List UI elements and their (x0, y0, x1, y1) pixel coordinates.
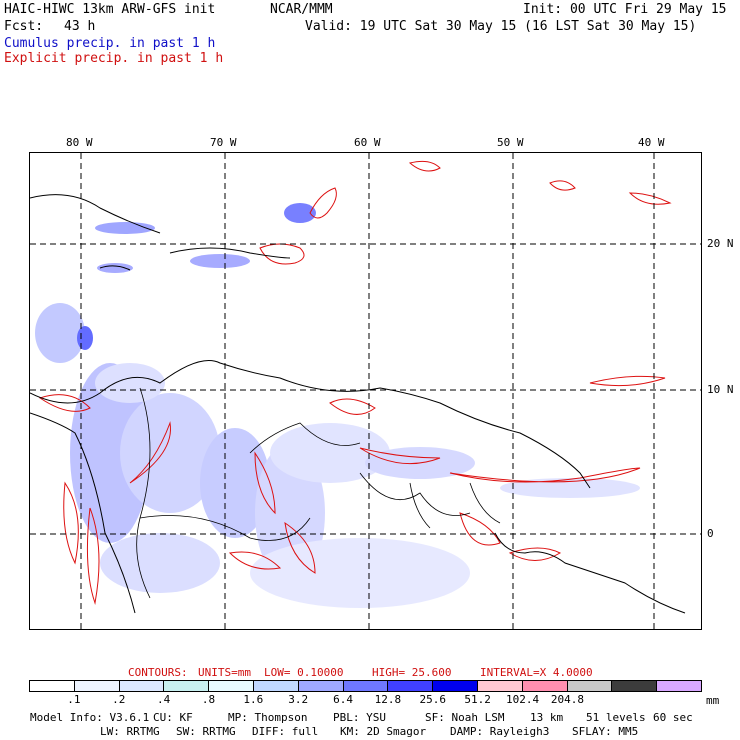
km-setting: KM: 2D Smagor (340, 725, 427, 738)
colorbar-swatch (388, 681, 434, 691)
pbl-scheme: PBL: YSU (333, 711, 386, 724)
explicit-precip-contours (38, 160, 672, 605)
diff-setting: DIFF: full (252, 725, 319, 738)
colorbar-label: .4 (156, 693, 171, 706)
contours-units: UNITS=mm (198, 666, 251, 679)
colorbar-label: 102.4 (505, 693, 540, 706)
org-label: NCAR/MMM (270, 2, 333, 17)
colorbar-label: 6.4 (333, 693, 353, 706)
colorbar-label: 204.8 (550, 693, 584, 706)
init-time: Init: 00 UTC Fri 29 May 15 (523, 2, 727, 17)
colorbar-label: 12.8 (374, 693, 402, 706)
colorbar-label: 51.2 (464, 693, 491, 706)
colorbar (29, 680, 702, 692)
colorbar-label: 1.6 (243, 693, 264, 706)
contours-low: LOW= 0.10000 (264, 666, 344, 679)
map-canvas (30, 153, 701, 629)
fcst-label: Fcst: (4, 19, 44, 34)
colorbar-swatch (522, 681, 568, 691)
colorbar-swatch (298, 681, 344, 691)
colorbar-unit: mm (706, 694, 720, 707)
sf-scheme: SF: Noah LSM (425, 711, 505, 724)
model-version: Model Info: V3.6.1 (30, 711, 150, 724)
fcst-value: 43 h (64, 19, 96, 34)
cumulus-precip-shading (35, 203, 640, 608)
mp-scheme: MP: Thompson (228, 711, 308, 724)
lon-label-70w: 70 W (210, 136, 237, 149)
colorbar-swatch (343, 681, 389, 691)
colorbar-swatch (30, 681, 75, 691)
colorbar-swatch (253, 681, 299, 691)
resolution: 13 km (530, 711, 564, 724)
lw-scheme: LW: RRTMG (100, 725, 160, 738)
precip-map (29, 152, 702, 630)
lon-label-80w: 80 W (66, 136, 93, 149)
model-title: HAIC-HIWC 13km ARW-GFS init (4, 2, 216, 17)
colorbar-swatch (657, 681, 701, 691)
colorbar-label: .1 (67, 693, 81, 706)
colorbar-swatch (433, 681, 478, 691)
explicit-legend: Explicit precip. in past 1 h (4, 51, 224, 66)
timestep: 60 sec (653, 711, 693, 724)
colorbar-swatch (477, 681, 523, 691)
colorbar-swatch (209, 681, 254, 691)
cu-scheme: CU: KF (153, 711, 193, 724)
coastlines (30, 194, 686, 614)
lat-label-0: 0 (707, 527, 714, 540)
colorbar-label: .8 (201, 693, 216, 706)
lat-label-20n: 20 N (707, 237, 734, 250)
contours-title: CONTOURS: (128, 666, 188, 679)
colorbar-swatch (164, 681, 210, 691)
lon-label-50w: 50 W (497, 136, 524, 149)
colorbar-label: 25.6 (419, 693, 447, 706)
contours-interval: INTERVAL=X 4.0000 (480, 666, 593, 679)
levels: 51 levels (586, 711, 646, 724)
colorbar-label: 3.2 (288, 693, 309, 706)
lon-label-60w: 60 W (354, 136, 381, 149)
lat-label-10n: 10 N (707, 383, 734, 396)
cumulus-legend: Cumulus precip. in past 1 h (4, 36, 216, 51)
latlon-grid (30, 153, 701, 629)
colorbar-swatch (74, 681, 120, 691)
sw-scheme: SW: RRTMG (176, 725, 236, 738)
colorbar-swatch (612, 681, 658, 691)
contours-high: HIGH= 25.600 (372, 666, 452, 679)
damp-setting: DAMP: Rayleigh3 (450, 725, 550, 738)
sflay-setting: SFLAY: MM5 (572, 725, 639, 738)
lon-label-40w: 40 W (638, 136, 665, 149)
colorbar-swatch (119, 681, 165, 691)
valid-time: Valid: 19 UTC Sat 30 May 15 (16 LST Sat … (305, 19, 697, 34)
colorbar-swatch (567, 681, 613, 691)
colorbar-label: .2 (112, 693, 126, 706)
